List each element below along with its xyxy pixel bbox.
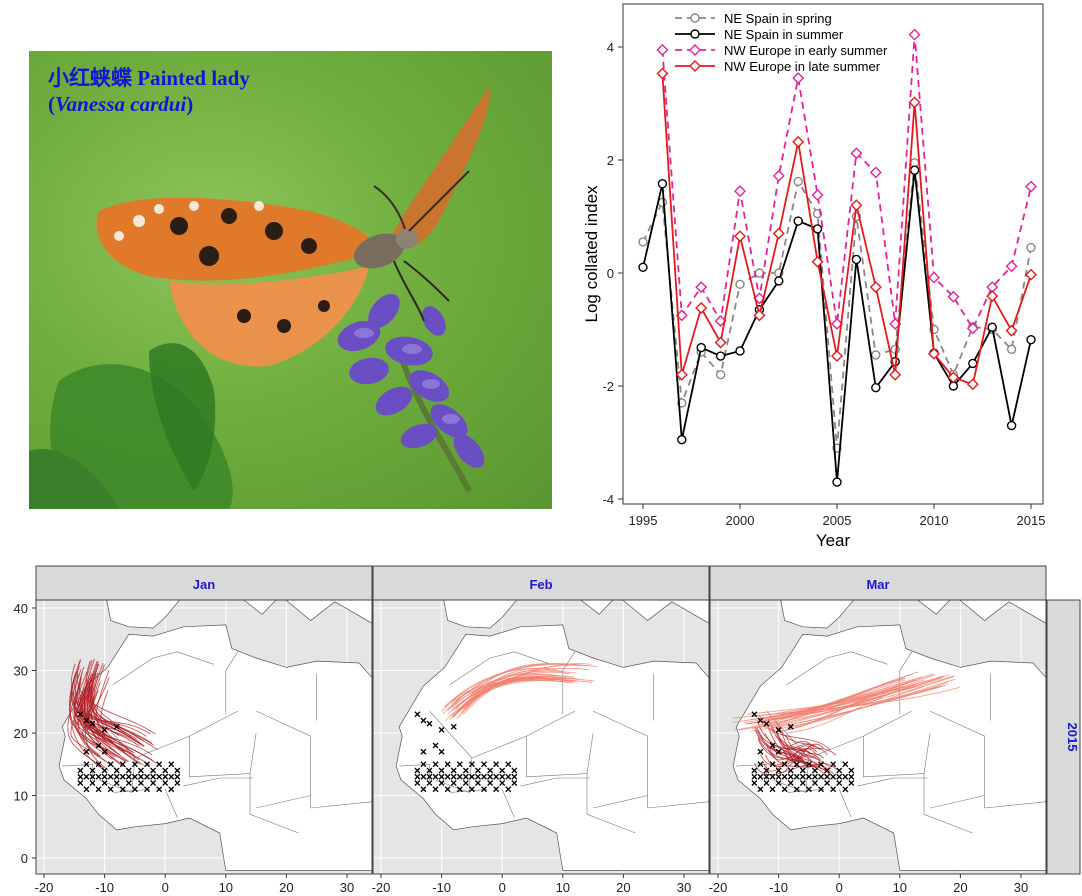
data-point xyxy=(872,351,880,359)
y-tick-label: 0 xyxy=(607,266,614,281)
data-point xyxy=(814,225,822,233)
data-point xyxy=(639,263,647,271)
x-tick-label: 20 xyxy=(953,880,967,895)
legend-label: NE Spain in spring xyxy=(724,11,832,26)
x-tick-label: 0 xyxy=(162,880,169,895)
data-point xyxy=(794,217,802,225)
species-caption-latin: (Vanessa cardui) xyxy=(48,92,193,117)
legend-label: NW Europe in late summer xyxy=(724,59,881,74)
x-tick-label: -20 xyxy=(372,880,391,895)
data-point xyxy=(969,359,977,367)
x-tick-label: 20 xyxy=(279,880,293,895)
legend-swatch-marker xyxy=(691,30,699,38)
y-tick-label: 0 xyxy=(21,851,28,866)
x-tick-label: 30 xyxy=(340,880,354,895)
x-tick-label: 30 xyxy=(1014,880,1028,895)
data-point xyxy=(1008,345,1016,353)
facet-label: Mar xyxy=(866,577,889,592)
x-tick-label: 1995 xyxy=(629,513,658,528)
x-tick-label: -20 xyxy=(35,880,54,895)
data-point xyxy=(911,166,919,174)
y-tick-label: -2 xyxy=(602,379,614,394)
facet-label: Jan xyxy=(193,577,215,592)
data-point xyxy=(852,255,860,263)
row-strip-label: 2015 xyxy=(1065,723,1080,752)
x-tick-label: 10 xyxy=(893,880,907,895)
x-tick-label: 2005 xyxy=(823,513,852,528)
y-tick-label: 40 xyxy=(14,601,28,616)
x-tick-label: 0 xyxy=(836,880,843,895)
y-tick-label: 20 xyxy=(14,726,28,741)
data-point xyxy=(833,478,841,486)
x-tick-label: -10 xyxy=(432,880,451,895)
data-point xyxy=(658,180,666,188)
y-tick-label: 10 xyxy=(14,789,28,804)
data-point xyxy=(872,384,880,392)
x-tick-label: 0 xyxy=(499,880,506,895)
y-tick-label: 2 xyxy=(607,153,614,168)
data-point xyxy=(717,371,725,379)
butterfly-illustration xyxy=(29,51,552,509)
species-caption-common: 小红蛱蝶 Painted lady xyxy=(48,62,250,92)
legend-label: NW Europe in early summer xyxy=(724,43,888,58)
x-axis-label: Year xyxy=(816,531,851,550)
data-point xyxy=(988,323,996,331)
x-tick-label: 10 xyxy=(556,880,570,895)
x-tick-label: 10 xyxy=(219,880,233,895)
map-panel-mar: Mar -20 -10 0 10 20 30 xyxy=(709,566,1082,895)
y-tick-label: 30 xyxy=(14,664,28,679)
data-point xyxy=(1008,422,1016,430)
data-point xyxy=(697,344,705,352)
x-tick-label: 30 xyxy=(677,880,691,895)
x-tick-label: -20 xyxy=(709,880,728,895)
data-point xyxy=(639,238,647,246)
data-point xyxy=(775,277,783,285)
data-point xyxy=(1027,244,1035,252)
data-point xyxy=(678,436,686,444)
y-axis-label: Log collated index xyxy=(582,185,601,323)
collated-index-chart: 1995 2000 2005 2010 2015 -4 -2 0 2 4 NE Spain in … xyxy=(575,0,1082,556)
legend-label: NE Spain in summer xyxy=(724,27,844,42)
x-tick-label: 2010 xyxy=(920,513,949,528)
data-point xyxy=(736,347,744,355)
facet-label: Feb xyxy=(529,577,552,592)
x-tick-label: 2000 xyxy=(726,513,755,528)
data-point xyxy=(794,177,802,185)
data-point xyxy=(1027,336,1035,344)
data-point xyxy=(736,280,744,288)
x-tick-label: -10 xyxy=(769,880,788,895)
x-tick-label: 2015 xyxy=(1017,513,1046,528)
y-tick-label: 4 xyxy=(607,40,614,55)
x-tick-label: -10 xyxy=(95,880,114,895)
butterfly-photo: 小红蛱蝶 Painted lady (Vanessa cardui) xyxy=(29,51,552,509)
data-point xyxy=(717,352,725,360)
migration-map-panels: Jan -20 -10 0 10 20 30 Feb -20 -10 0 10 20 30 Mar -20 -1… xyxy=(0,560,1082,896)
x-tick-label: 20 xyxy=(616,880,630,895)
legend-swatch-marker xyxy=(691,14,699,22)
y-tick-label: -4 xyxy=(602,492,614,507)
